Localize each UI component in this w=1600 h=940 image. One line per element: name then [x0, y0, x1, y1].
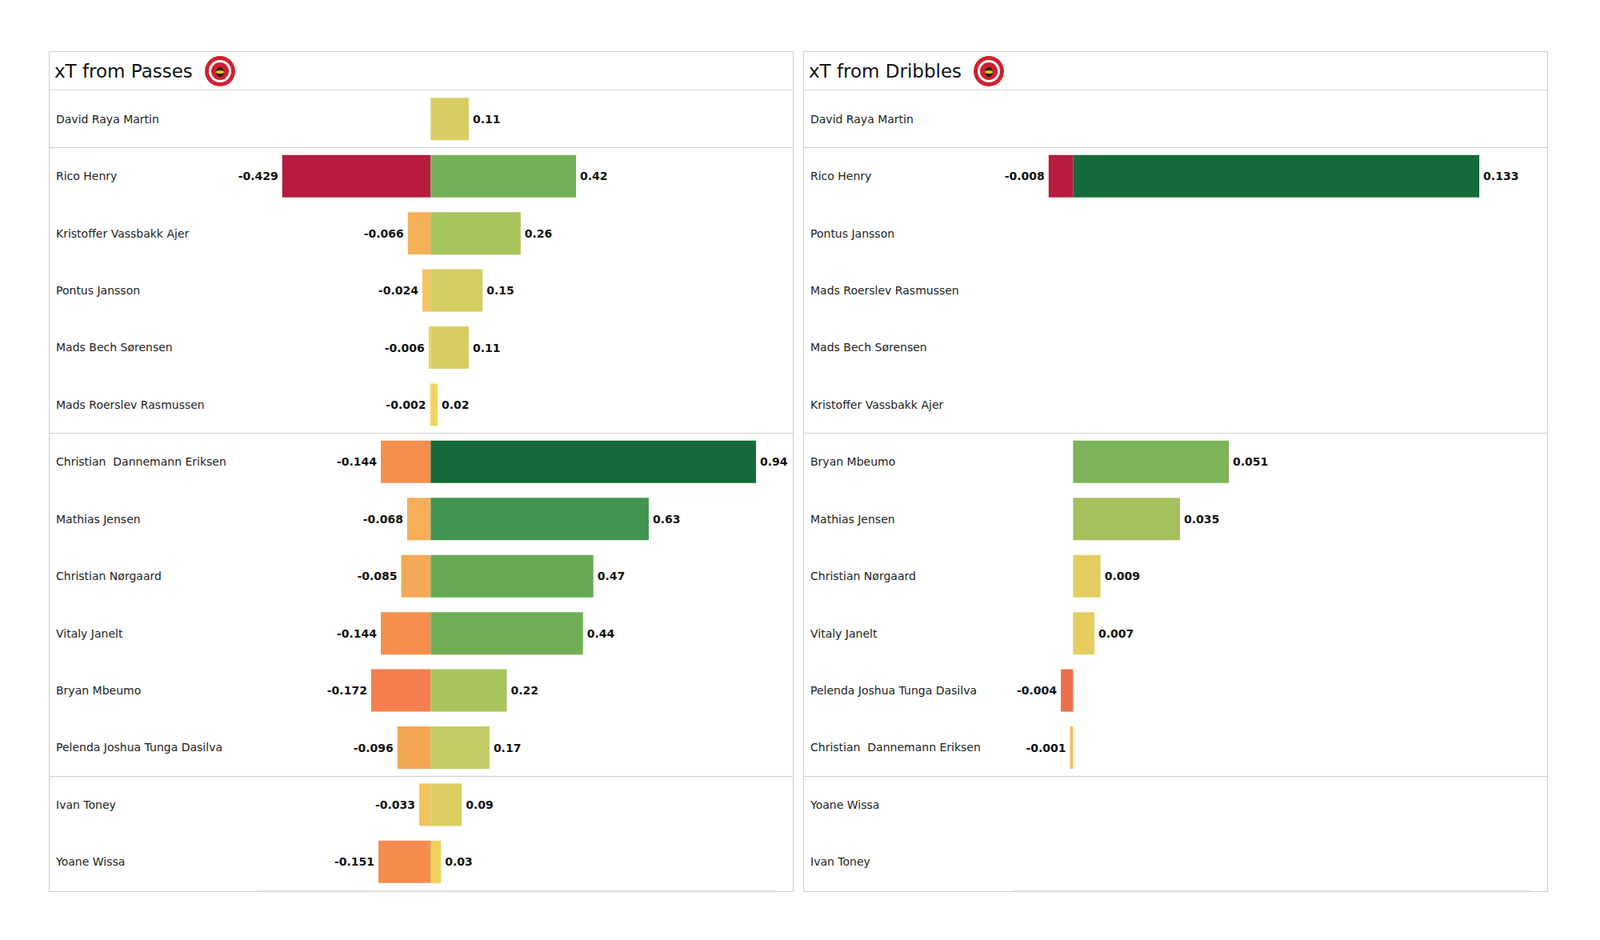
svg-text:Rico Henry: Rico Henry — [810, 169, 872, 183]
svg-text:-0.151: -0.151 — [334, 855, 375, 868]
svg-text:0.15: 0.15 — [486, 284, 515, 297]
svg-text:0.133: 0.133 — [1483, 169, 1519, 183]
svg-text:Bryan Mbeumo: Bryan Mbeumo — [56, 684, 141, 697]
svg-text:-0.006: -0.006 — [384, 341, 425, 355]
svg-text:0.22: 0.22 — [511, 684, 540, 697]
svg-text:Bryan Mbeumo: Bryan Mbeumo — [810, 455, 896, 468]
svg-text:0.11: 0.11 — [472, 112, 501, 126]
svg-text:0.42: 0.42 — [580, 169, 608, 183]
svg-text:0.02: 0.02 — [441, 398, 470, 412]
svg-text:0.17: 0.17 — [493, 741, 522, 755]
svg-text:0.11: 0.11 — [472, 341, 501, 355]
svg-text:-0.066: -0.066 — [364, 227, 404, 240]
svg-text:David Raya Martin: David Raya Martin — [56, 112, 160, 126]
svg-text:Mathias Jensen: Mathias Jensen — [810, 512, 896, 526]
svg-text:0.94: 0.94 — [760, 455, 788, 468]
svg-text:-0.001: -0.001 — [1025, 741, 1066, 755]
svg-text:Mads Bech Sørensen: Mads Bech Sørensen — [810, 340, 928, 354]
svg-text:0.44: 0.44 — [587, 627, 616, 640]
svg-text:Mads Roerslev Rasmussen: Mads Roerslev Rasmussen — [810, 284, 960, 297]
svg-text:0.009: 0.009 — [1104, 569, 1140, 583]
svg-text:Ivan Toney: Ivan Toney — [56, 798, 116, 812]
svg-text:Kristoffer Vassbakk Ajer: Kristoffer Vassbakk Ajer — [810, 398, 944, 412]
svg-text:-0.144: -0.144 — [336, 627, 377, 640]
svg-text:-0.002: -0.002 — [385, 398, 426, 412]
svg-text:Mathias Jensen: Mathias Jensen — [56, 512, 141, 526]
svg-text:Christian Nørgaard: Christian Nørgaard — [56, 569, 162, 583]
svg-text:David Raya Martin: David Raya Martin — [810, 112, 914, 126]
svg-text:-0.004: -0.004 — [1016, 684, 1057, 697]
svg-text:-0.172: -0.172 — [327, 684, 368, 697]
svg-text:-0.024: -0.024 — [378, 284, 419, 297]
html-text:xT from Passes: xT from Passes — [54, 60, 193, 82]
svg-text:0.26: 0.26 — [524, 227, 553, 240]
svg-text:Yoane Wissa: Yoane Wissa — [809, 798, 880, 812]
svg-text:Yoane Wissa: Yoane Wissa — [55, 855, 125, 868]
svg-text:Christian Dannemann Eriksen: Christian Dannemann Eriksen — [810, 740, 981, 754]
svg-text:Pelenda Joshua Tunga Dasilva: Pelenda Joshua Tunga Dasilva — [56, 740, 223, 754]
svg-text:-0.008: -0.008 — [1004, 169, 1045, 183]
svg-text:0.007: 0.007 — [1098, 627, 1134, 640]
svg-text:0.63: 0.63 — [652, 512, 681, 526]
svg-text:-0.144: -0.144 — [336, 455, 377, 468]
svg-text:-0.429: -0.429 — [238, 169, 279, 183]
svg-text:0.47: 0.47 — [597, 569, 626, 583]
svg-text:0.09: 0.09 — [465, 798, 494, 812]
svg-text:Pontus Jansson: Pontus Jansson — [810, 227, 895, 240]
svg-text:Vitaly Janelt: Vitaly Janelt — [810, 627, 878, 640]
svg-text:Ivan Toney: Ivan Toney — [810, 855, 871, 868]
svg-text:Mads Roerslev Rasmussen: Mads Roerslev Rasmussen — [56, 398, 205, 412]
svg-text:0.035: 0.035 — [1184, 512, 1220, 526]
svg-text:Pontus Jansson: Pontus Jansson — [56, 284, 140, 297]
svg-text:-0.085: -0.085 — [356, 569, 397, 583]
svg-text:Pelenda Joshua Tunga Dasilva: Pelenda Joshua Tunga Dasilva — [810, 684, 977, 697]
svg-text:-0.033: -0.033 — [375, 798, 416, 812]
svg-text:Vitaly Janelt: Vitaly Janelt — [56, 627, 124, 640]
svg-text:-0.068: -0.068 — [363, 512, 404, 526]
svg-text:-0.096: -0.096 — [353, 741, 394, 755]
svg-text:Mads Bech Sørensen: Mads Bech Sørensen — [56, 340, 173, 354]
svg-text:Rico Henry: Rico Henry — [56, 169, 117, 183]
html-text:xT from Dribbles: xT from Dribbles — [808, 60, 962, 82]
svg-text:Christian Nørgaard: Christian Nørgaard — [810, 569, 916, 583]
svg-text:0.03: 0.03 — [444, 855, 473, 868]
svg-text:Christian Dannemann Eriksen: Christian Dannemann Eriksen — [56, 455, 227, 468]
svg-text:0.051: 0.051 — [1232, 455, 1268, 468]
svg-text:Kristoffer Vassbakk Ajer: Kristoffer Vassbakk Ajer — [56, 227, 190, 240]
